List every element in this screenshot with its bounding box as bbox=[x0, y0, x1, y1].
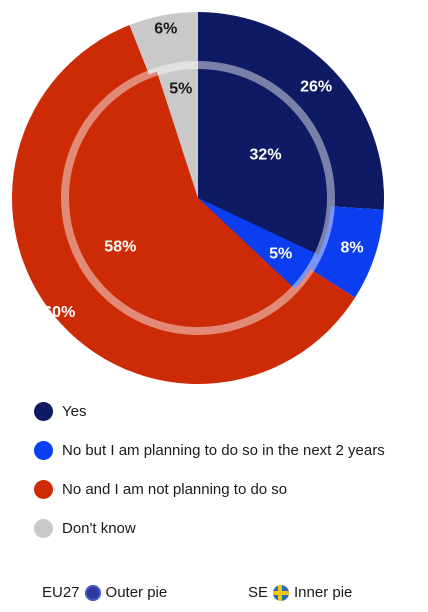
outer-label-planning: 8% bbox=[341, 239, 364, 256]
pie-chart: 26% 8% 60% 6% 32% 5% 58% 5% bbox=[11, 12, 384, 384]
inner-label-planning: 5% bbox=[269, 245, 292, 262]
outer-pie-key: EU27 Outer pie bbox=[42, 584, 167, 601]
inner-label-not-planning: 58% bbox=[104, 239, 136, 256]
inner-pie-country: SE bbox=[248, 584, 269, 601]
outer-label-dont-know: 6% bbox=[154, 20, 177, 37]
legend-item-planning: No but I am planning to do so in the nex… bbox=[34, 431, 385, 470]
legend-label-yes: Yes bbox=[62, 403, 87, 420]
legend: Yes No but I am planning to do so in the… bbox=[34, 392, 385, 548]
legend-swatch-not-planning bbox=[34, 480, 53, 499]
sweden-flag-icon bbox=[273, 584, 290, 601]
inner-slice-planning bbox=[198, 198, 319, 290]
inner-slice-not-planning bbox=[65, 71, 295, 332]
inner-pie-ring bbox=[61, 61, 335, 335]
legend-item-yes: Yes bbox=[34, 392, 385, 431]
inner-pie bbox=[65, 65, 331, 332]
legend-swatch-dont-know bbox=[34, 519, 53, 538]
eu-flag-icon bbox=[84, 584, 101, 601]
legend-label-not-planning: No and I am not planning to do so bbox=[62, 481, 288, 498]
inner-slice-yes bbox=[198, 65, 331, 255]
inner-pie-key: SE Inner pie bbox=[248, 584, 352, 601]
outer-label-not-planning: 60% bbox=[43, 304, 75, 321]
outer-pie-caption: Outer pie bbox=[105, 584, 168, 601]
outer-pie-country: EU27 bbox=[42, 584, 80, 601]
legend-label-planning: No but I am planning to do so in the nex… bbox=[62, 442, 385, 459]
inner-label-dont-know: 5% bbox=[169, 81, 192, 98]
legend-swatch-yes bbox=[34, 402, 53, 421]
pie-labels: 26% 8% 60% 6% 32% 5% 58% 5% bbox=[43, 20, 363, 321]
legend-label-dont-know: Don't know bbox=[62, 520, 136, 537]
inner-pie-caption: Inner pie bbox=[294, 584, 353, 601]
outer-label-yes: 26% bbox=[300, 78, 332, 95]
legend-item-not-planning: No and I am not planning to do so bbox=[34, 470, 385, 509]
inner-label-yes: 32% bbox=[250, 146, 282, 163]
legend-item-dont-know: Don't know bbox=[34, 509, 385, 548]
inner-slice-dont-know bbox=[156, 65, 198, 198]
legend-swatch-planning bbox=[34, 441, 53, 460]
